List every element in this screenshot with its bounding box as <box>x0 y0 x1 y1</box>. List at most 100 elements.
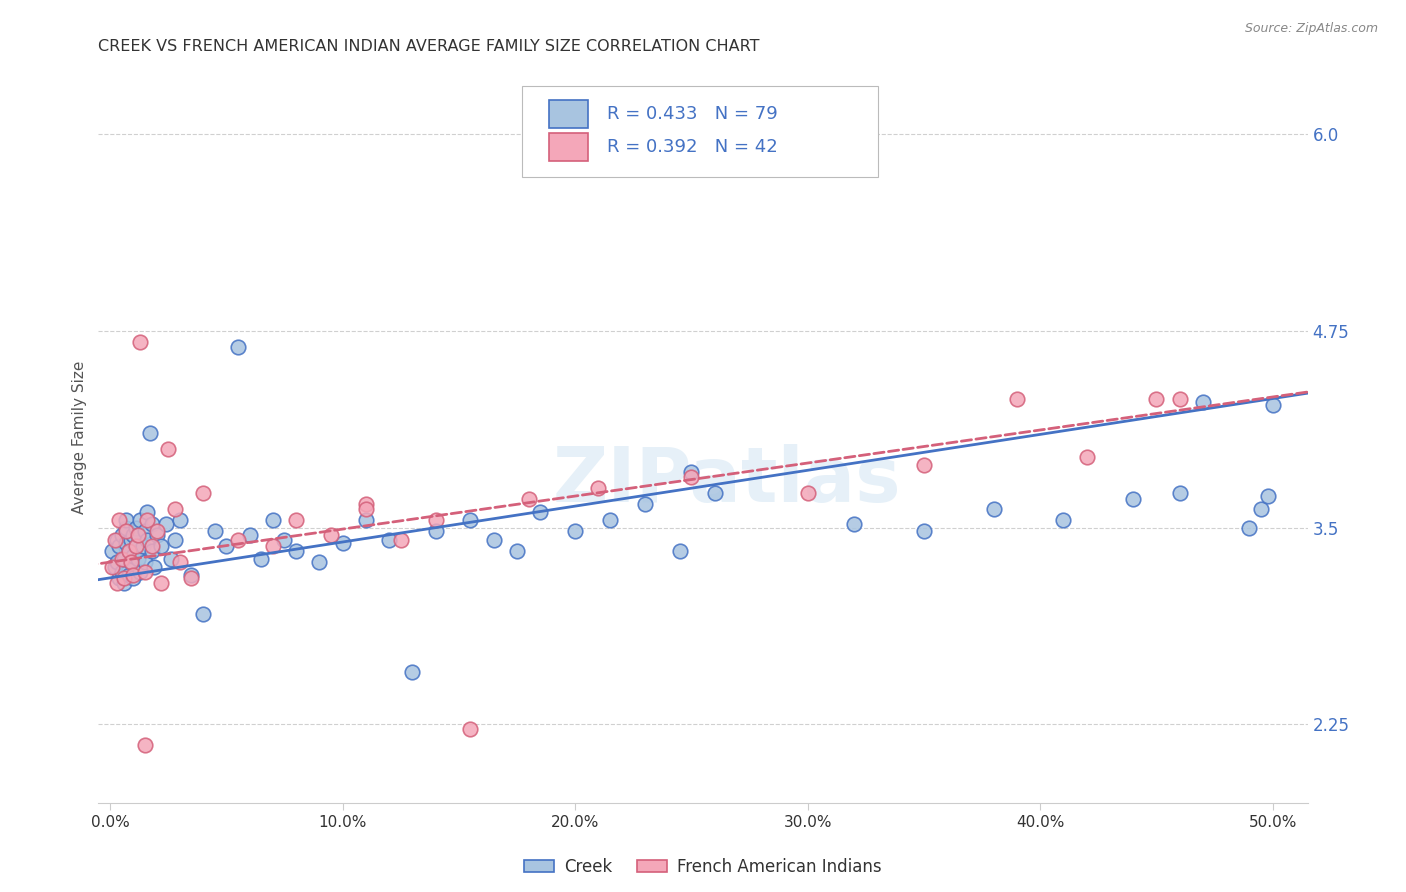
Point <box>1261 398 1284 412</box>
Point <box>122 528 145 542</box>
Point <box>127 528 149 542</box>
Point <box>1076 450 1098 464</box>
Point <box>118 544 141 558</box>
Point <box>191 486 214 500</box>
Point <box>118 567 141 582</box>
Point <box>104 559 127 574</box>
Point <box>354 513 377 527</box>
Point <box>112 552 135 566</box>
Point <box>319 528 342 542</box>
Point <box>681 466 703 480</box>
Point <box>1192 394 1215 409</box>
FancyBboxPatch shape <box>550 133 588 161</box>
FancyBboxPatch shape <box>550 100 588 128</box>
Point <box>131 540 153 554</box>
Point <box>115 536 138 550</box>
Point <box>460 722 482 736</box>
Text: Source: ZipAtlas.com: Source: ZipAtlas.com <box>1244 22 1378 36</box>
Point <box>127 528 149 542</box>
Point <box>157 442 180 456</box>
Text: ZIPatlas: ZIPatlas <box>553 444 901 518</box>
Point <box>141 517 163 532</box>
Point <box>136 533 159 548</box>
Point <box>378 533 401 548</box>
Point <box>844 517 866 532</box>
Point <box>129 565 152 579</box>
Point <box>134 565 156 579</box>
Point <box>145 524 167 538</box>
Point <box>129 513 152 527</box>
Point <box>354 501 377 516</box>
Point <box>124 540 146 554</box>
Point <box>145 528 167 542</box>
Point <box>169 555 191 569</box>
Point <box>150 575 173 590</box>
Point <box>599 513 621 527</box>
Point <box>141 544 163 558</box>
Point <box>120 555 142 569</box>
Point <box>482 533 505 548</box>
Point <box>159 552 181 566</box>
Point <box>108 540 131 554</box>
Point <box>1239 520 1261 534</box>
Point <box>115 513 138 527</box>
Point <box>108 571 131 585</box>
Point <box>118 544 141 558</box>
Point <box>101 559 124 574</box>
Point <box>262 540 284 554</box>
Point <box>460 513 482 527</box>
Point <box>165 501 187 516</box>
Point <box>104 533 127 548</box>
Point <box>308 555 330 569</box>
Point <box>239 528 262 542</box>
Point <box>681 470 703 484</box>
Point <box>1005 392 1028 406</box>
Point <box>1257 489 1279 503</box>
Point <box>124 520 146 534</box>
Point <box>143 559 166 574</box>
Point <box>425 524 447 538</box>
Point <box>115 520 138 534</box>
Point <box>169 513 191 527</box>
Point <box>354 497 377 511</box>
Point <box>506 544 529 558</box>
Point <box>796 486 818 500</box>
Point <box>105 575 128 590</box>
Point <box>425 513 447 527</box>
Point <box>112 575 135 590</box>
Point <box>122 571 145 585</box>
Point <box>120 533 142 548</box>
Point <box>122 549 145 563</box>
Point <box>141 540 163 554</box>
Y-axis label: Average Family Size: Average Family Size <box>72 360 87 514</box>
Point <box>111 528 134 542</box>
Point <box>155 517 177 532</box>
Point <box>983 501 1005 516</box>
Point <box>136 505 159 519</box>
Point <box>262 513 284 527</box>
Point <box>105 555 128 569</box>
Point <box>273 533 295 548</box>
Point <box>111 565 134 579</box>
Point <box>138 426 160 441</box>
Point <box>634 497 657 511</box>
Point <box>912 458 935 472</box>
Legend: Creek, French American Indians: Creek, French American Indians <box>517 851 889 882</box>
Point <box>134 738 156 752</box>
Point <box>134 555 156 569</box>
Point <box>1144 392 1167 406</box>
FancyBboxPatch shape <box>522 86 879 178</box>
Point <box>112 571 135 585</box>
Point <box>215 540 238 554</box>
Point <box>101 544 124 558</box>
Point <box>250 552 273 566</box>
Point <box>124 540 146 554</box>
Point <box>588 481 610 495</box>
Point <box>136 513 159 527</box>
Point <box>517 492 540 507</box>
Point <box>1122 492 1144 507</box>
Point <box>111 552 134 566</box>
Point <box>912 524 935 538</box>
Point <box>401 665 423 680</box>
Point <box>129 334 152 349</box>
